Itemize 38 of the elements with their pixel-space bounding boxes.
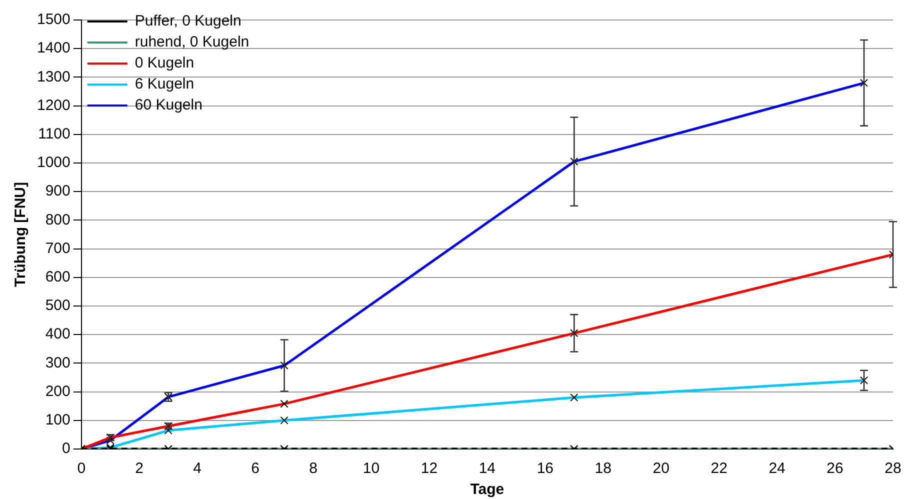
y-tick-label: 200: [45, 382, 70, 400]
legend-label: ruhend, 0 Kugeln: [134, 34, 250, 51]
x-tick-label: 12: [420, 460, 438, 478]
legend-label: 60 Kugeln: [134, 96, 202, 114]
y-tick-label: 1500: [36, 11, 70, 28]
x-tick-label: 16: [536, 460, 554, 478]
x-tick-label: 10: [362, 460, 380, 478]
x-tick-label: 18: [594, 460, 612, 478]
y-tick-label: 1200: [36, 96, 70, 114]
x-axis-title: Tage: [470, 481, 504, 498]
x-tick-label: 26: [826, 460, 844, 478]
x-tick-label: 22: [710, 460, 728, 478]
y-tick-label: 800: [45, 211, 70, 228]
y-tick-label: 1400: [36, 40, 70, 57]
y-tick-label: 300: [45, 354, 70, 372]
y-tick-label: 900: [45, 182, 70, 200]
y-tick-label: 1100: [38, 126, 70, 143]
x-tick-label: 6: [251, 460, 260, 478]
y-tick-label: 1300: [36, 68, 70, 86]
y-tick-label: 100: [45, 412, 70, 429]
legend-label: Puffer, 0 Kugeln: [134, 12, 242, 30]
y-tick-label: 1000: [36, 154, 70, 172]
x-tick-label: 2: [135, 460, 144, 478]
y-tick-label: 400: [45, 326, 70, 343]
x-tick-label: 14: [478, 460, 496, 478]
legend-label: 0 Kugeln: [134, 54, 194, 72]
x-tick-label: 20: [652, 460, 670, 478]
x-tick-label: 8: [309, 460, 318, 478]
y-tick-label: 600: [45, 268, 70, 286]
y-tick-label: 500: [45, 297, 70, 314]
x-tick-label: 24: [768, 460, 786, 478]
x-tick-label: 28: [884, 460, 902, 478]
y-tick-label: 0: [62, 440, 70, 458]
y-tick-label: 700: [45, 240, 70, 257]
x-tick-label: 4: [193, 460, 202, 478]
legend-label: 6 Kugeln: [134, 76, 194, 93]
x-tick-label: 0: [77, 460, 86, 478]
y-axis-title: Trübung [FNU]: [12, 182, 30, 287]
